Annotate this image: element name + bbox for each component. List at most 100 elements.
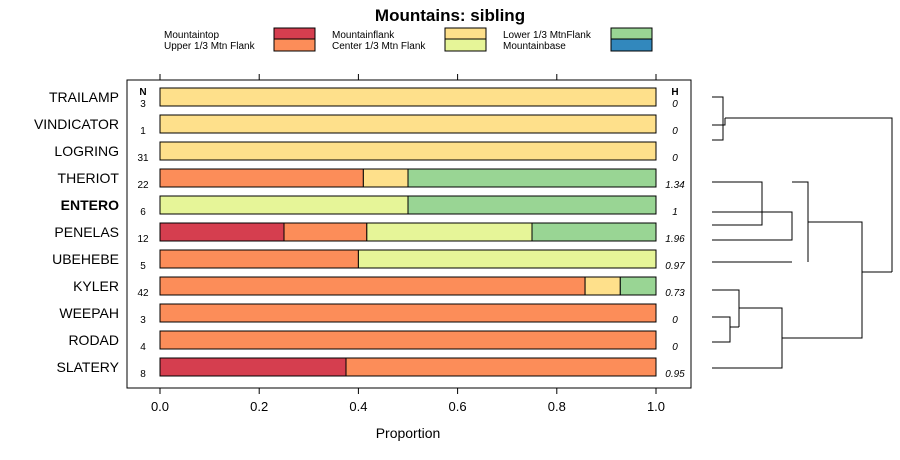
bar-segment-upper-1-3-mtn-flank	[159, 330, 657, 350]
dendrogram-link	[712, 96, 724, 141]
bar-segment-upper-1-3-mtn-flank	[159, 249, 359, 269]
row-h-value: 0.73	[665, 288, 685, 299]
row-h-value: 1.34	[665, 180, 685, 191]
bar-segment-center-1-3-mtn-flank	[357, 249, 657, 269]
bar-segment-center-1-3-mtn-flank	[366, 222, 533, 242]
dendrogram-link	[792, 181, 809, 262]
x-tick-label: 0.2	[250, 399, 268, 414]
row-label: LOGRING	[54, 143, 119, 159]
bar-row-slatery: SLATERY 8 0.95	[56, 357, 685, 380]
bar-segment-mountaintop	[159, 357, 347, 377]
row-h-value: 0	[672, 342, 678, 353]
row-n-value: 8	[140, 369, 146, 380]
dendrogram-link	[725, 117, 893, 272]
chart-title: Mountains: sibling	[375, 6, 525, 25]
legend-swatch-upper-1-3-mtn-flank	[273, 38, 316, 52]
row-n-value: 22	[137, 180, 149, 191]
row-label: WEEPAH	[59, 305, 119, 321]
x-tick-label: 0.0	[151, 399, 169, 414]
row-n-value: 3	[140, 99, 146, 110]
bar-segment-lower-1-3-mtnflank	[407, 195, 657, 215]
bar-row-penelas: PENELAS 12 1.96	[54, 222, 685, 245]
legend-label-mountainflank: Mountainflank	[332, 30, 395, 41]
dendrogram-link	[712, 181, 763, 226]
row-h-value: 0	[672, 99, 678, 110]
row-h-value: 0.97	[665, 261, 685, 272]
h-column-header: H	[671, 87, 678, 98]
bar-segment-upper-1-3-mtn-flank	[159, 276, 586, 296]
bar-row-rodad: RODAD 4 0	[68, 330, 678, 353]
row-h-value: 0	[672, 315, 678, 326]
row-label: ENTERO	[61, 197, 119, 213]
x-axis: 0.0 0.2 0.4 0.6 0.8 1.0	[151, 74, 665, 414]
bar-row-ubehebe: UBEHEBE 5 0.97	[52, 249, 685, 272]
bar-segment-upper-1-3-mtn-flank	[283, 222, 368, 242]
bar-row-logring: LOGRING 31 0	[54, 141, 678, 164]
row-n-value: 42	[137, 288, 149, 299]
bar-segment-lower-1-3-mtnflank	[619, 276, 657, 296]
bar-row-vindicator: VINDICATOR 1 0	[34, 114, 678, 137]
x-axis-label: Proportion	[376, 425, 441, 441]
row-h-value: 1.96	[665, 234, 685, 245]
row-label: TRAILAMP	[49, 89, 119, 105]
bar-segment-mountainflank	[159, 141, 657, 161]
bar-row-trailamp: TRAILAMP 3 0	[49, 87, 678, 110]
legend-label-mountaintop: Mountaintop	[164, 30, 219, 41]
dendrogram-link	[712, 289, 740, 327]
row-h-value: 0	[672, 153, 678, 164]
row-label: VINDICATOR	[34, 116, 119, 132]
x-tick-label: 0.4	[349, 399, 367, 414]
row-n-value: 3	[140, 315, 146, 326]
legend-swatch-lower-1-3-mtnflank	[610, 27, 653, 41]
legend-label-center-1-3-mtn-flank: Center 1/3 Mtn Flank	[332, 41, 426, 52]
bar-segment-center-1-3-mtn-flank	[159, 195, 409, 215]
legend-label-mountainbase: Mountainbase	[503, 41, 566, 52]
bar-segment-upper-1-3-mtn-flank	[159, 168, 364, 188]
x-tick-label: 0.6	[449, 399, 467, 414]
bar-segment-mountainflank	[159, 114, 657, 134]
dendrogram-link	[782, 221, 863, 339]
dendrogram-link	[712, 316, 731, 343]
legend-label-upper-1-3-mtn-flank: Upper 1/3 Mtn Flank	[164, 41, 256, 52]
bar-segment-upper-1-3-mtn-flank	[159, 303, 657, 323]
row-label: THERIOT	[58, 170, 120, 186]
row-label: KYLER	[73, 278, 119, 294]
row-h-value: 0	[672, 126, 678, 137]
n-column-header: N	[139, 87, 146, 98]
plot-frame	[126, 79, 692, 389]
bar-segment-mountainflank	[159, 87, 657, 107]
row-n-value: 1	[140, 126, 146, 137]
row-n-value: 6	[140, 207, 146, 218]
row-n-value: 12	[137, 234, 149, 245]
bar-row-kyler: KYLER 42 0.73	[73, 276, 685, 299]
bar-segment-mountaintop	[159, 222, 285, 242]
bar-row-entero: ENTERO 6 1	[61, 195, 678, 218]
legend-swatch-mountainbase	[610, 38, 653, 52]
row-n-value: 5	[140, 261, 146, 272]
legend-swatch-center-1-3-mtn-flank	[444, 38, 487, 52]
row-label: SLATERY	[56, 359, 119, 375]
legend-swatch-mountainflank	[444, 27, 487, 41]
dendrogram	[712, 96, 893, 369]
bar-row-weepah: WEEPAH 3 0	[59, 303, 678, 326]
row-label: RODAD	[68, 332, 119, 348]
row-n-value: 31	[137, 153, 149, 164]
row-h-value: 0.95	[665, 369, 685, 380]
legend-label-lower-1-3-mtnflank: Lower 1/3 MtnFlank	[503, 30, 592, 41]
bar-segment-mountainflank	[362, 168, 409, 188]
dendrogram-link	[712, 118, 726, 126]
x-tick-label: 0.8	[548, 399, 566, 414]
x-tick-label: 1.0	[647, 399, 665, 414]
legend-swatch-mountaintop	[273, 27, 316, 41]
row-label: PENELAS	[54, 224, 119, 240]
row-label: UBEHEBE	[52, 251, 119, 267]
bar-segment-lower-1-3-mtnflank	[531, 222, 657, 242]
dendrogram-link	[712, 211, 793, 241]
row-h-value: 1	[672, 207, 678, 218]
bar-row-theriot: THERIOT 22 1.34	[58, 168, 685, 191]
row-n-value: 4	[140, 342, 146, 353]
bar-segment-mountainflank	[584, 276, 621, 296]
